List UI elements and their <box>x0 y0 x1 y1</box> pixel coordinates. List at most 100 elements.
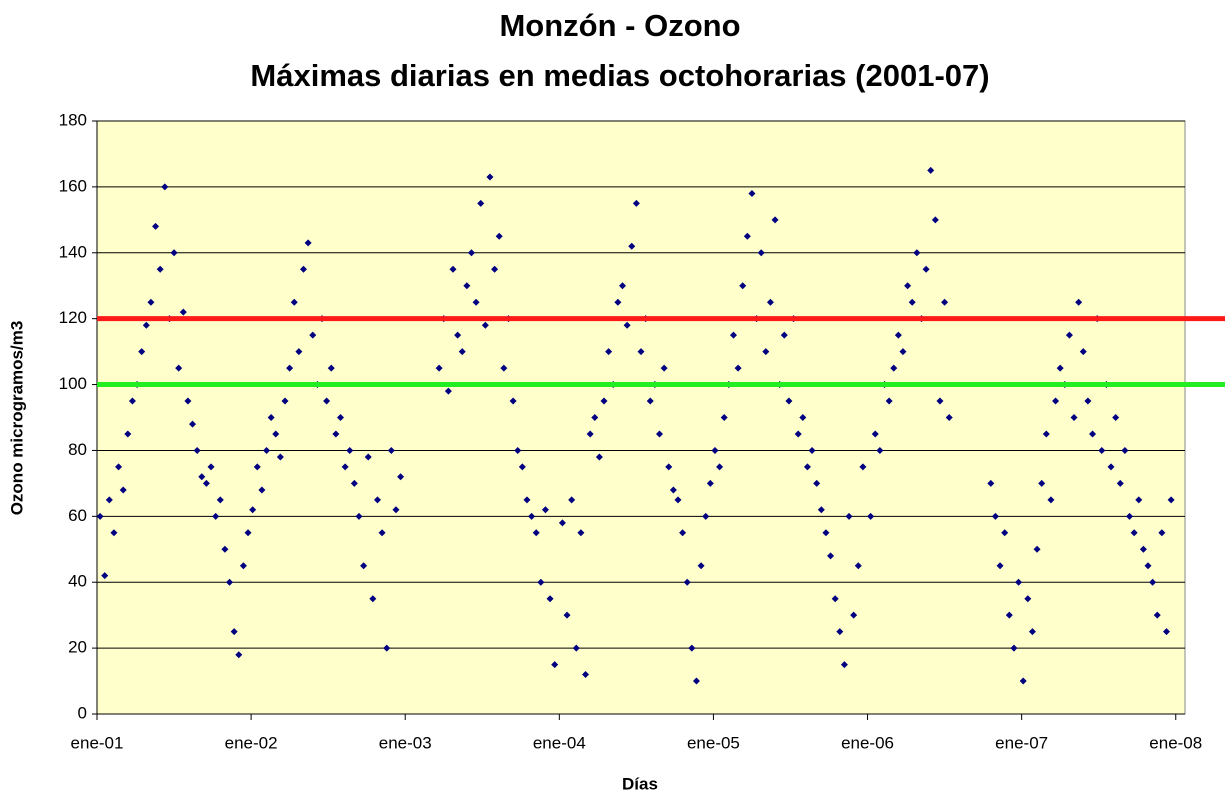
point <box>1047 496 1055 504</box>
point <box>226 578 234 586</box>
point <box>1167 496 1175 504</box>
point <box>876 446 884 454</box>
point <box>477 199 485 207</box>
y-tick-label: 0 <box>78 703 87 722</box>
point <box>212 512 220 520</box>
point <box>632 199 640 207</box>
point <box>605 348 613 356</box>
point <box>147 298 155 306</box>
point <box>762 348 770 356</box>
x-tick-label: ene-01 <box>71 733 124 752</box>
y-tick-label: 180 <box>59 110 87 129</box>
point <box>481 321 489 329</box>
point <box>341 463 349 471</box>
point <box>523 496 531 504</box>
point <box>304 239 312 247</box>
y-tick-label: 40 <box>68 572 87 591</box>
point <box>913 249 921 257</box>
point <box>766 298 774 306</box>
point <box>258 486 266 494</box>
point <box>729 331 737 339</box>
point <box>397 473 405 481</box>
point <box>161 183 169 191</box>
point <box>1038 479 1046 487</box>
point <box>785 397 793 405</box>
plot-area <box>96 120 1186 715</box>
point <box>586 430 594 438</box>
x-tick-label: ene-06 <box>841 733 894 752</box>
point <box>702 512 710 520</box>
point <box>350 479 358 487</box>
point <box>189 420 197 428</box>
point <box>96 512 104 520</box>
point <box>364 453 372 461</box>
point <box>1107 463 1115 471</box>
point <box>500 364 508 372</box>
point <box>558 519 566 527</box>
point <box>669 486 677 494</box>
point <box>1010 644 1018 652</box>
point <box>1033 545 1041 553</box>
point <box>532 529 540 537</box>
x-tick-label: ene-08 <box>1149 733 1202 752</box>
point <box>941 298 949 306</box>
point <box>276 453 284 461</box>
point <box>813 479 821 487</box>
point <box>1084 397 1092 405</box>
point <box>582 670 590 678</box>
point <box>885 397 893 405</box>
point <box>748 189 756 197</box>
point <box>355 512 363 520</box>
point <box>378 529 386 537</box>
point <box>323 397 331 405</box>
point <box>495 232 503 240</box>
point <box>1130 529 1138 537</box>
point <box>295 348 303 356</box>
point <box>646 397 654 405</box>
point <box>1144 562 1152 570</box>
point <box>175 364 183 372</box>
point <box>817 506 825 514</box>
point <box>110 529 118 537</box>
point <box>683 578 691 586</box>
x-tick-label: ene-04 <box>533 733 586 752</box>
point <box>300 265 308 273</box>
point <box>991 512 999 520</box>
point <box>859 463 867 471</box>
x-tick-label: ene-03 <box>379 733 432 752</box>
point <box>193 446 201 454</box>
point <box>541 506 549 514</box>
point <box>845 512 853 520</box>
point <box>1121 446 1129 454</box>
point <box>1070 414 1078 421</box>
point <box>890 364 898 372</box>
point <box>286 364 294 372</box>
point <box>1089 430 1097 438</box>
point <box>706 479 714 487</box>
point <box>454 331 462 339</box>
point <box>637 348 645 356</box>
point <box>1158 529 1166 537</box>
point <box>927 166 935 174</box>
point <box>674 496 682 504</box>
point <box>179 308 187 316</box>
point <box>922 265 930 273</box>
point <box>1005 611 1013 619</box>
point <box>904 282 912 290</box>
point <box>309 331 317 339</box>
point <box>124 430 132 438</box>
point <box>119 486 127 494</box>
point <box>267 414 275 421</box>
point <box>628 242 636 250</box>
point <box>840 661 848 669</box>
point <box>577 529 585 537</box>
point <box>720 414 728 421</box>
point <box>290 298 298 306</box>
point <box>249 506 257 514</box>
chart-subtitle: Máximas diarias en medias octohorarias (… <box>250 58 989 93</box>
point <box>198 473 206 481</box>
point <box>392 506 400 514</box>
point <box>987 479 995 487</box>
point <box>894 331 902 339</box>
point <box>253 463 261 471</box>
